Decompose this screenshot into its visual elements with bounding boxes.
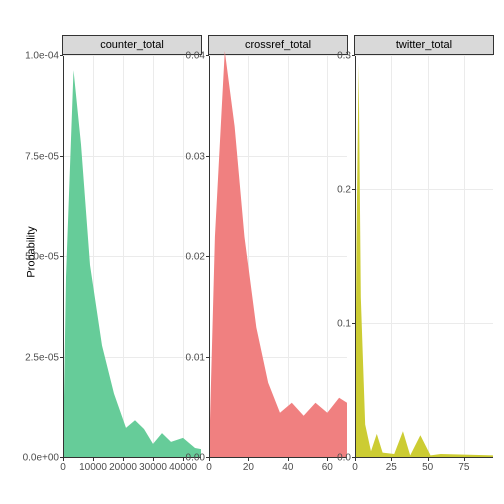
facet-panel: twitter_total0.00.10.20.30255075 (354, 35, 494, 459)
y-axis: 0.000.010.020.030.04 (159, 56, 209, 458)
y-tick-label: 0.01 (186, 352, 205, 363)
plot-area: 0.00.10.20.30255075 (354, 55, 494, 459)
x-tick-label: 10000 (79, 462, 107, 473)
y-tick-label: 7.5e-05 (25, 151, 59, 162)
y-tick-label: 0.00 (186, 453, 205, 464)
x-tick-label: 0 (60, 462, 66, 473)
x-tick-label: 0 (206, 462, 212, 473)
y-tick-label: 5.0e-05 (25, 252, 59, 263)
y-tick-label: 0.0e+00 (23, 453, 59, 464)
x-tick-label: 60 (322, 462, 333, 473)
y-axis: 0.00.10.20.3 (305, 56, 355, 458)
x-tick-label: 20 (243, 462, 254, 473)
x-axis: 0 25 50 75 (355, 458, 493, 488)
y-tick-label: 1.0e-04 (25, 51, 59, 62)
x-tick-label: 30000 (139, 462, 167, 473)
panels-row: counter_total0.0e+002.5e-055.0e-057.5e-0… (62, 35, 494, 459)
x-axis: 0 10000200003000040000 (63, 458, 201, 488)
x-tick-label: 0 (352, 462, 358, 473)
x-tick-label: 40000 (169, 462, 197, 473)
y-tick-label: 2.5e-05 (25, 352, 59, 363)
y-axis: 0.0e+002.5e-055.0e-057.5e-051.0e-04 (13, 56, 63, 458)
y-tick-label: 0.02 (186, 252, 205, 263)
y-tick-label: 0.03 (186, 151, 205, 162)
y-tick-label: 0.3 (337, 51, 351, 62)
density-area (355, 63, 493, 458)
x-tick-label: 40 (282, 462, 293, 473)
facet-title: crossref_total (208, 35, 348, 55)
facet-title: counter_total (62, 35, 202, 55)
x-tick-label: 50 (422, 462, 433, 473)
x-tick-label: 25 (386, 462, 397, 473)
y-tick-label: 0.1 (337, 319, 351, 330)
x-tick-label: 75 (458, 462, 469, 473)
y-tick-label: 0.04 (186, 51, 205, 62)
facet-title: twitter_total (354, 35, 494, 55)
x-axis: 0 20 40 60 (209, 458, 347, 488)
y-tick-label: 0.0 (337, 453, 351, 464)
x-tick-label: 20000 (109, 462, 137, 473)
y-tick-label: 0.2 (337, 185, 351, 196)
